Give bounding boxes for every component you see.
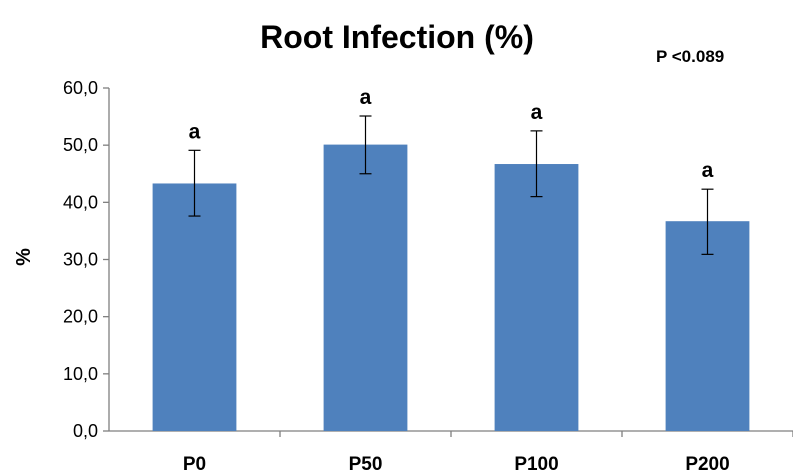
significance-letter: a [360, 86, 372, 109]
y-tick-label: 30,0 [63, 250, 98, 270]
chart-title: Root Infection (%) [260, 19, 534, 55]
y-tick-label: 20,0 [63, 307, 98, 327]
y-axis-label: % [13, 248, 35, 266]
p-value-annotation: P <0.089 [656, 47, 724, 66]
y-axis-ticks: 0,0 10,0 20,0 30,0 40,0 50,0 60,0 [63, 78, 109, 441]
x-tick-label: P100 [514, 454, 558, 475]
bar-series [152, 144, 750, 431]
significance-letter: a [531, 101, 543, 124]
y-tick-label: 50,0 [63, 135, 98, 155]
y-tick-label: 10,0 [63, 364, 98, 384]
significance-letter: a [702, 159, 714, 182]
error-bars [188, 115, 714, 255]
y-tick-label: 0,0 [73, 421, 98, 441]
bar [152, 183, 237, 431]
x-axis-ticks: P0 P50 P100 P200 [183, 431, 793, 475]
bar [494, 164, 579, 431]
bar [323, 144, 408, 431]
significance-letter: a [189, 120, 201, 143]
y-tick-label: 40,0 [63, 192, 98, 212]
y-tick-label: 60,0 [63, 78, 98, 98]
x-tick-label: P0 [183, 454, 206, 475]
bar [665, 221, 750, 431]
x-tick-label: P200 [685, 454, 729, 475]
significance-labels: a a a a [189, 86, 714, 182]
x-tick-label: P50 [349, 454, 383, 475]
